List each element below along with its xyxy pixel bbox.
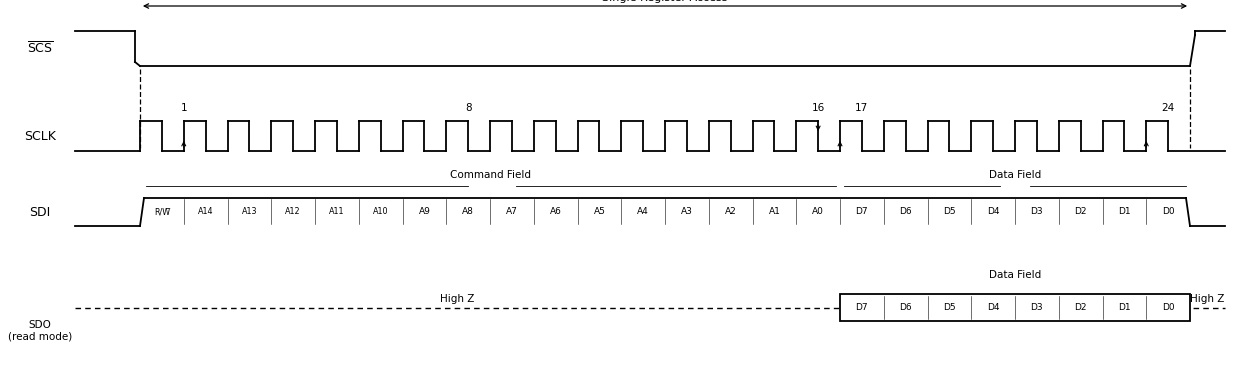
Text: Command Field: Command Field	[449, 170, 530, 180]
Text: D6: D6	[899, 303, 912, 312]
Text: D5: D5	[943, 303, 955, 312]
Text: SDI: SDI	[30, 205, 51, 219]
Text: D2: D2	[1075, 208, 1087, 217]
Text: A11: A11	[330, 208, 345, 217]
Text: D1: D1	[1118, 303, 1131, 312]
Text: 1: 1	[180, 103, 187, 113]
Text: 8: 8	[465, 103, 471, 113]
Text: A4: A4	[637, 208, 649, 217]
Text: A14: A14	[198, 208, 214, 217]
Text: D1: D1	[1118, 208, 1131, 217]
Text: A10: A10	[373, 208, 388, 217]
Text: SCLK: SCLK	[24, 130, 56, 142]
Text: A7: A7	[506, 208, 518, 217]
Text: A8: A8	[463, 208, 474, 217]
Text: Single Register Access: Single Register Access	[602, 0, 728, 3]
Text: D7: D7	[856, 208, 868, 217]
Text: D3: D3	[1030, 208, 1044, 217]
Text: D6: D6	[899, 208, 912, 217]
Text: A13: A13	[241, 208, 258, 217]
Bar	[840, 294, 1191, 321]
Text: $\overline{\mathrm{SCS}}$: $\overline{\mathrm{SCS}}$	[26, 41, 53, 56]
Text: Data Field: Data Field	[989, 270, 1041, 280]
Text: A1: A1	[769, 208, 780, 217]
Text: A3: A3	[680, 208, 693, 217]
Text: D7: D7	[856, 303, 868, 312]
Text: R/W̅: R/W̅	[154, 208, 170, 217]
Text: D5: D5	[943, 208, 955, 217]
Text: 17: 17	[856, 103, 868, 113]
Text: A12: A12	[285, 208, 301, 217]
Text: A0: A0	[812, 208, 824, 217]
Text: D4: D4	[986, 208, 999, 217]
Text: D0: D0	[1162, 303, 1174, 312]
Text: 24: 24	[1162, 103, 1174, 113]
Text: D0: D0	[1162, 208, 1174, 217]
Text: High Z: High Z	[440, 294, 475, 303]
Text: D2: D2	[1075, 303, 1087, 312]
Text: A5: A5	[593, 208, 606, 217]
Text: A9: A9	[418, 208, 430, 217]
Bar	[840, 294, 1191, 321]
Text: A2: A2	[725, 208, 736, 217]
Text: SDO
(read mode): SDO (read mode)	[7, 320, 72, 341]
Text: Data Field: Data Field	[989, 170, 1041, 180]
Text: D4: D4	[986, 303, 999, 312]
Text: 16: 16	[811, 103, 825, 113]
Text: High Z: High Z	[1191, 294, 1224, 303]
Text: A6: A6	[550, 208, 561, 217]
Text: D3: D3	[1030, 303, 1044, 312]
